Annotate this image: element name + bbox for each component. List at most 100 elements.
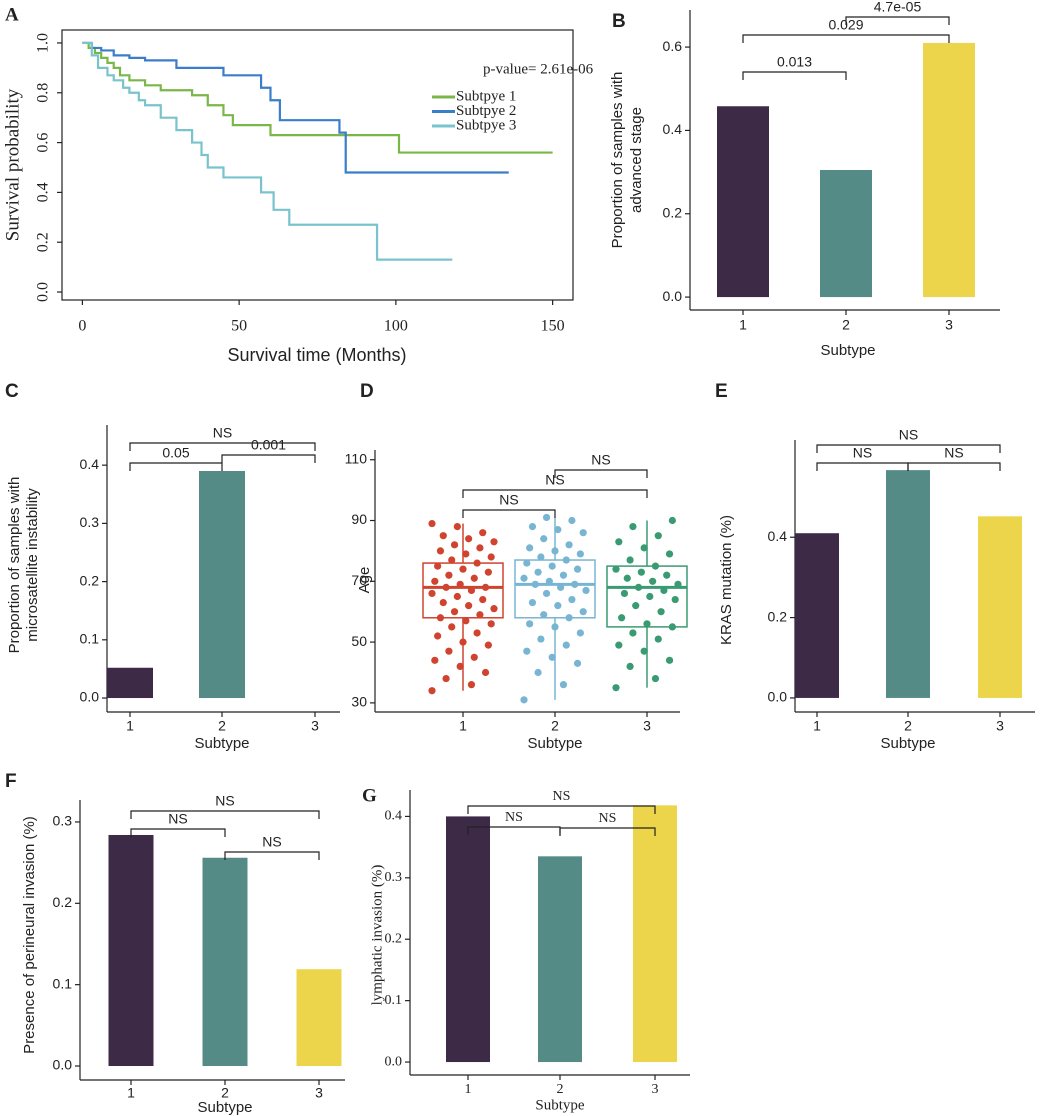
significance-bracket xyxy=(224,851,320,860)
data-point xyxy=(643,620,651,628)
significance-label: NS xyxy=(499,492,518,508)
x-tick-label: 2 xyxy=(218,718,226,734)
data-point xyxy=(487,620,495,628)
y-tick-label: 0.4 xyxy=(385,809,403,824)
data-point xyxy=(459,565,467,573)
data-point xyxy=(445,647,453,655)
y-tick-label: 0.2 xyxy=(385,931,403,946)
bar xyxy=(107,667,153,699)
data-point xyxy=(490,605,498,613)
data-point xyxy=(431,577,439,585)
bar xyxy=(717,106,769,298)
x-tick-label: 1 xyxy=(459,718,467,734)
data-point xyxy=(559,571,568,579)
data-point xyxy=(476,611,484,619)
y-tick-label: 0.8 xyxy=(35,83,52,103)
data-point xyxy=(528,598,537,607)
data-point xyxy=(612,565,620,573)
data-point xyxy=(618,614,626,622)
data-point xyxy=(476,544,484,552)
x-tick-label: 3 xyxy=(652,1082,659,1097)
x-axis-label: Subtype xyxy=(527,735,582,752)
y-tick-label: 0.6 xyxy=(663,38,683,54)
bar xyxy=(296,969,342,1067)
panel-letter: B xyxy=(612,11,626,32)
data-point xyxy=(448,556,456,564)
x-axis-label: Subtype xyxy=(880,735,935,752)
data-point xyxy=(434,562,442,570)
data-point xyxy=(520,696,528,704)
significance-label: NS xyxy=(899,427,918,443)
y-tick-label: 0.0 xyxy=(768,689,788,705)
y-tick-label: 1.0 xyxy=(35,33,52,53)
data-point xyxy=(640,544,648,552)
p-value: p-value= 2.61e-06 xyxy=(483,61,594,77)
panel: A 0.0 0.2 0.4 0.6 0.8 1.0 Survival probability S… xyxy=(2,4,593,364)
significance-bracket xyxy=(129,442,316,451)
x-tick-label: 3 xyxy=(311,718,319,734)
x-tick-label: 50 xyxy=(231,318,247,335)
panel: G 0.0 0.1 0.2 0.3 0.4 lymphatic invasion (%) Su… xyxy=(362,785,690,1113)
significance-label: 0.013 xyxy=(777,54,812,70)
bar xyxy=(978,516,1022,698)
data-point xyxy=(462,617,470,625)
y-tick-label: 0.3 xyxy=(80,514,100,530)
panel: E 0.0 0.2 0.4 KRAS mutation (%) Subtype 1 2 3 NS N… xyxy=(715,381,1035,752)
y-tick-label: 0.2 xyxy=(663,204,683,220)
data-point xyxy=(537,635,545,643)
data-point xyxy=(520,574,528,582)
data-point xyxy=(450,608,459,616)
significance-bracket xyxy=(742,34,950,43)
significance-bracket xyxy=(907,462,1001,471)
data-point xyxy=(453,522,461,531)
significance-label: NS xyxy=(505,810,523,825)
data-point xyxy=(439,598,447,607)
data-point xyxy=(436,547,445,555)
y-tick-label: 50 xyxy=(351,633,367,649)
x-axis-label: Subtype xyxy=(194,735,249,752)
data-point xyxy=(629,522,637,531)
significance-bracket xyxy=(845,16,950,25)
data-point xyxy=(548,562,556,570)
y-tick-label: 0.1 xyxy=(80,631,100,647)
data-point xyxy=(640,647,648,655)
bar xyxy=(795,533,839,698)
significance-label: NS xyxy=(215,793,234,809)
survival-curve xyxy=(82,41,509,174)
y-tick-label: 0.0 xyxy=(53,1057,73,1073)
y-tick-label: 0.0 xyxy=(80,689,100,705)
data-point xyxy=(439,532,447,540)
data-point xyxy=(559,681,568,689)
data-point xyxy=(445,571,453,579)
data-point xyxy=(632,602,640,610)
bar xyxy=(886,470,930,698)
x-axis-label: Subtype xyxy=(535,1097,585,1113)
data-point xyxy=(470,653,478,661)
data-point xyxy=(620,589,629,598)
data-point xyxy=(428,687,436,695)
y-tick-label: 0.0 xyxy=(663,288,683,304)
y-axis-label: advanced stage xyxy=(628,107,645,213)
significance-label: NS xyxy=(853,445,872,461)
data-point xyxy=(573,659,582,667)
y-tick-label: 90 xyxy=(351,511,367,527)
significance-label: NS xyxy=(168,811,187,827)
data-point xyxy=(668,516,676,525)
x-tick-label: 1 xyxy=(465,1082,472,1097)
y-tick-label: 0.4 xyxy=(80,456,100,472)
y-axis-label: microsatellite instability xyxy=(24,488,41,642)
data-point xyxy=(523,559,531,567)
y-tick-label: 0.2 xyxy=(80,572,100,588)
box xyxy=(606,565,688,628)
bar xyxy=(446,816,490,1063)
x-tick-label: 1 xyxy=(739,317,747,333)
x-tick-label: 150 xyxy=(541,318,565,335)
data-point xyxy=(554,602,562,610)
x-tick-label: 3 xyxy=(643,718,651,734)
data-point xyxy=(467,681,476,689)
data-point xyxy=(540,611,548,619)
significance-label: NS xyxy=(553,789,571,804)
significance-bracket xyxy=(462,509,556,518)
panel: D 30 50 70 90 110 Age Subtype 1 2 3 NS NS NS xyxy=(345,381,688,752)
bar xyxy=(820,170,872,298)
